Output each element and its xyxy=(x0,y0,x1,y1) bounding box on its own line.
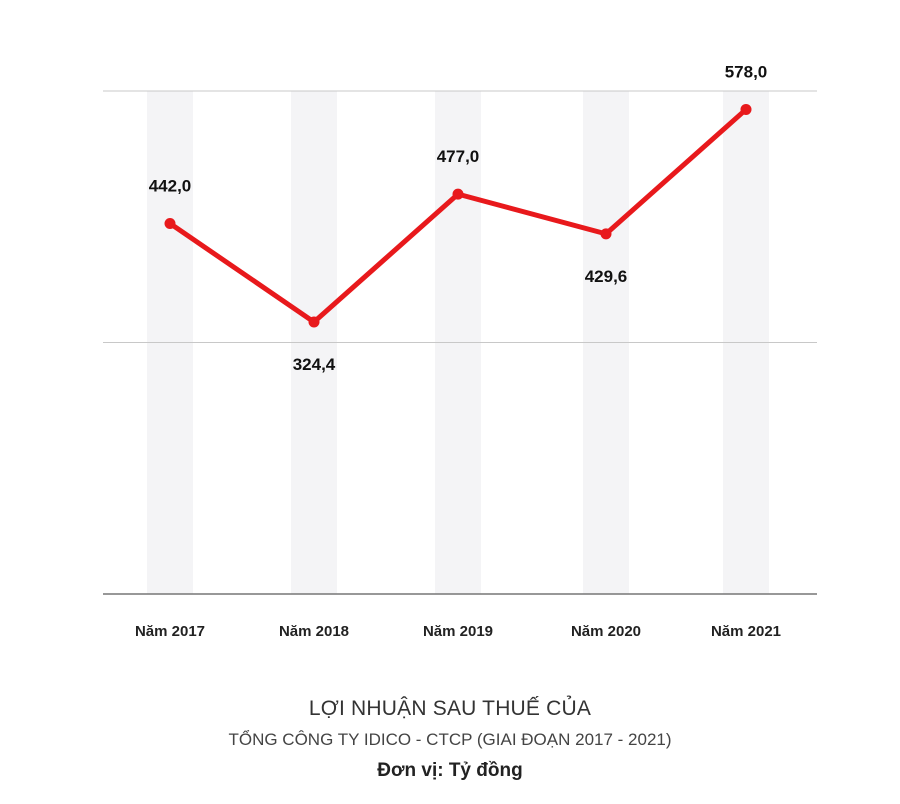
data-label-5: 578,0 xyxy=(725,62,768,81)
data-label-3: 477,0 xyxy=(437,147,480,166)
x-tick-label-3: Năm 2019 xyxy=(423,623,493,640)
data-point-2 xyxy=(308,316,320,328)
chart-unit-label: Đơn vị: Tỷ đồng xyxy=(377,760,523,781)
data-label-2: 324,4 xyxy=(293,355,336,374)
x-tick-label-5: Năm 2021 xyxy=(711,623,781,640)
x-tick-label-4: Năm 2020 xyxy=(571,623,641,640)
chart-title: LỢI NHUẬN SAU THUẾ CỦA xyxy=(308,697,592,720)
data-point-3 xyxy=(452,188,464,200)
data-point-4 xyxy=(600,228,612,240)
data-point-5 xyxy=(740,103,752,115)
data-label-1: 442,0 xyxy=(149,176,192,195)
line-chart: 442,0 324,4 477,0 429,6 578,0 Năm 2017 Năm 201… xyxy=(103,62,817,640)
x-tick-label-1: Năm 2017 xyxy=(135,623,205,640)
data-point-1 xyxy=(164,217,176,229)
chart-subtitle: TỔNG CÔNG TY IDICO - CTCP (GIAI ĐOẠN 201… xyxy=(228,730,672,749)
x-tick-label-2: Năm 2018 xyxy=(279,623,349,640)
data-label-4: 429,6 xyxy=(585,267,628,286)
